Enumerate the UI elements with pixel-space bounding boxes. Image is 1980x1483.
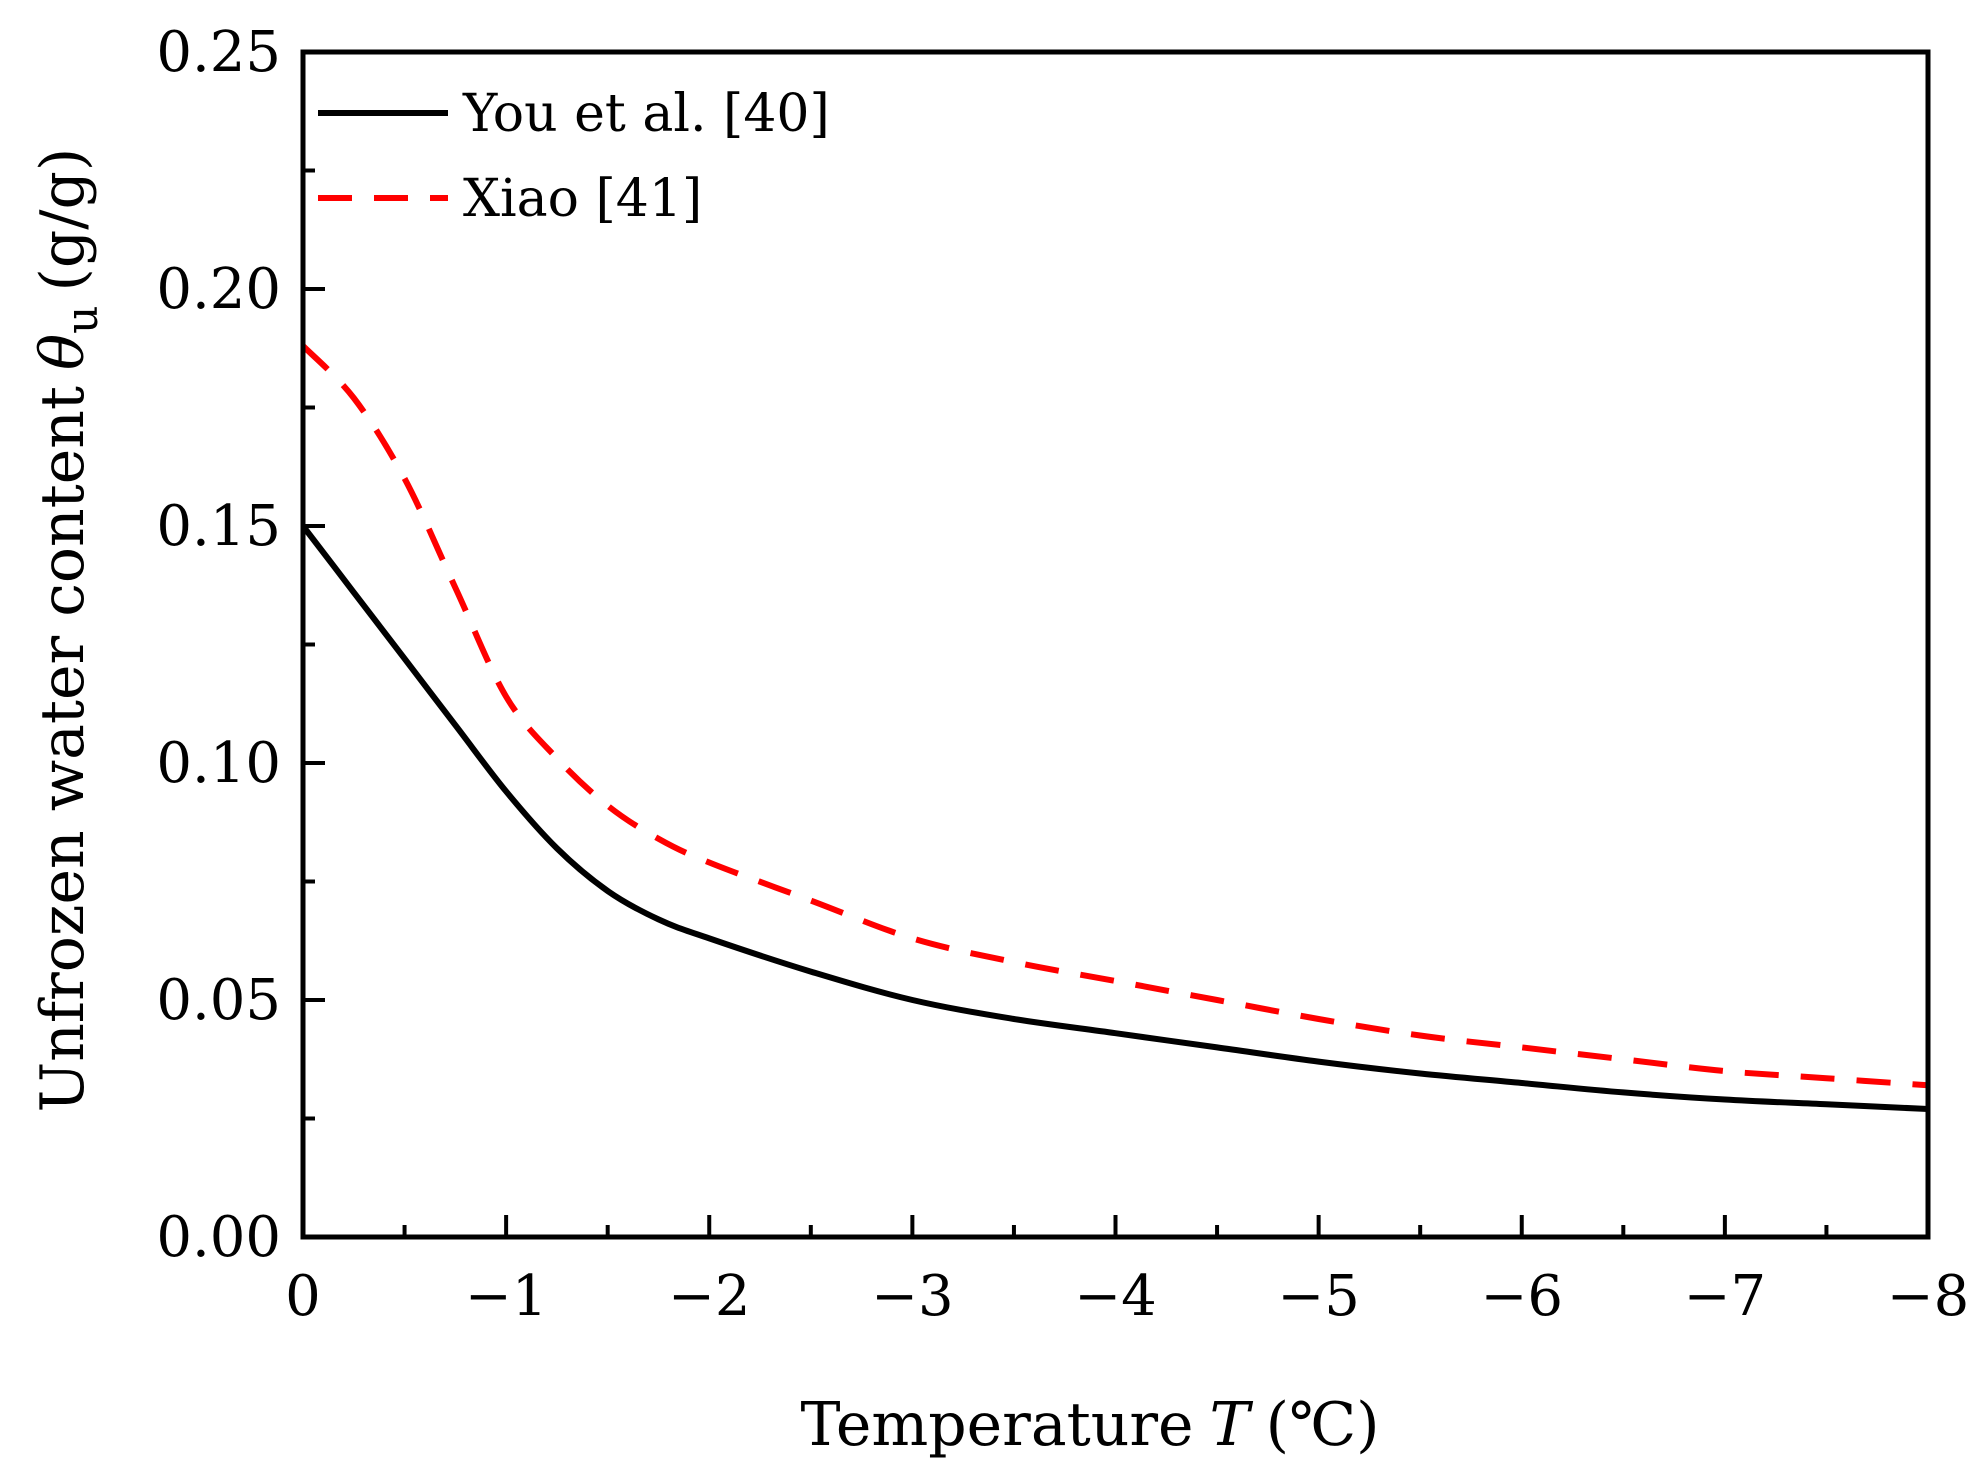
y-axis-title: Unfrozen water content θu (g/g) <box>28 148 108 1113</box>
x-tick-label: −2 <box>668 1264 751 1329</box>
legend-label-you-et-al: You et al. [40] <box>462 84 830 144</box>
x-axis-title: Temperature T (℃) <box>800 1390 1379 1460</box>
x-tick-label: 0 <box>285 1264 321 1329</box>
y-tick-label: 0.25 <box>156 20 281 85</box>
x-axis-unit: (℃) <box>1266 1390 1380 1460</box>
y-tick-label: 0.15 <box>156 494 281 559</box>
x-tick-label: −3 <box>871 1264 954 1329</box>
y-axis-label: Unfrozen water content <box>28 386 98 1112</box>
y-tick-label: 0.10 <box>156 731 281 796</box>
plot-frame <box>300 49 1931 1240</box>
y-axis-subscript: u <box>57 306 108 334</box>
x-axis-label: Temperature <box>800 1390 1193 1460</box>
x-tick-label: −5 <box>1277 1264 1360 1329</box>
x-tick-label: −7 <box>1684 1264 1767 1329</box>
legend: You et al. [40] Xiao [41] <box>318 84 830 229</box>
x-tick-label: −1 <box>465 1264 548 1329</box>
series-lines <box>300 343 1929 1112</box>
y-tick-label: 0.00 <box>156 1205 281 1270</box>
x-axis-symbol: T <box>1210 1390 1254 1460</box>
x-tick-labels: 0 −1 −2 −3 −4 −5 −6 −7 −8 <box>285 1264 1969 1329</box>
x-tick-label: −4 <box>1074 1264 1157 1329</box>
x-tick-label: −6 <box>1480 1264 1563 1329</box>
y-tick-label: 0.20 <box>156 257 281 322</box>
legend-label-xiao: Xiao [41] <box>463 169 702 229</box>
y-tick-label: 0.05 <box>156 968 281 1033</box>
y-tick-labels: 0.00 0.05 0.10 0.15 0.20 0.25 <box>156 20 281 1270</box>
y-axis-symbol: θ <box>28 334 98 370</box>
series-line-you-et-al <box>300 524 1929 1112</box>
y-axis-unit: (g/g) <box>28 148 98 292</box>
x-tick-label: −8 <box>1887 1264 1970 1329</box>
